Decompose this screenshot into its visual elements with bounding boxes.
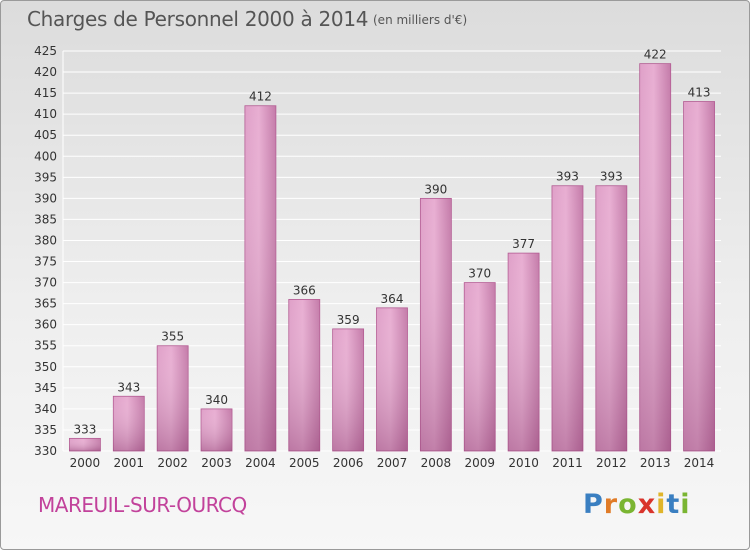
value-label-2001: 343	[117, 380, 140, 394]
bar-shade-2012	[595, 185, 627, 451]
x-tick-label-2011: 2011	[552, 456, 583, 470]
x-tick-label-2006: 2006	[333, 456, 364, 470]
value-label-2010: 377	[512, 237, 535, 251]
logo-letter: x	[637, 489, 657, 520]
value-label-2012: 393	[600, 170, 623, 184]
value-label-2007: 364	[381, 292, 404, 306]
bar-shade-2006	[332, 328, 364, 451]
logo-letter: i	[680, 489, 691, 520]
y-tick-label: 365	[34, 297, 57, 311]
y-tick-label: 340	[34, 402, 57, 416]
bar-shade-2002	[157, 345, 189, 451]
logo-letter: i	[656, 489, 667, 520]
bar-shade-2004	[244, 105, 276, 451]
x-tick-label-2003: 2003	[201, 456, 232, 470]
x-tick-label-2000: 2000	[70, 456, 101, 470]
value-label-2014: 413	[688, 86, 711, 100]
logo-letter: r	[603, 489, 619, 520]
y-tick-label: 420	[34, 65, 57, 79]
value-label-2013: 422	[644, 48, 667, 62]
x-tick-label-2010: 2010	[508, 456, 539, 470]
y-tick-label: 400	[34, 149, 57, 163]
chart-subtitle: (en milliers d'€)	[373, 13, 468, 27]
y-tick-label: 390	[34, 191, 57, 205]
y-tick-label: 335	[34, 423, 57, 437]
bar-shade-2013	[639, 63, 671, 451]
x-tick-label-2004: 2004	[245, 456, 276, 470]
bar-shade-2007	[376, 307, 408, 451]
y-tick-label: 425	[34, 44, 57, 58]
x-tick-label-2001: 2001	[114, 456, 145, 470]
x-tick-label-2007: 2007	[377, 456, 408, 470]
y-tick-label: 410	[34, 107, 57, 121]
x-tick-label-2014: 2014	[684, 456, 715, 470]
y-tick-label: 370	[34, 276, 57, 290]
x-tick-label-2002: 2002	[157, 456, 188, 470]
value-label-2002: 355	[161, 330, 184, 344]
y-tick-label: 405	[34, 128, 57, 142]
value-label-2009: 370	[468, 267, 491, 281]
chart-title: Charges de Personnel 2000 à 2014	[27, 7, 369, 31]
y-tick-label: 385	[34, 212, 57, 226]
value-label-2005: 366	[293, 283, 316, 297]
bar-shade-2010	[508, 253, 540, 451]
proxiti-logo[interactable]: Proxiti	[583, 489, 691, 520]
y-tick-label: 380	[34, 233, 57, 247]
value-label-2004: 412	[249, 90, 272, 104]
x-tick-label-2008: 2008	[421, 456, 452, 470]
bar-shade-2011	[551, 185, 583, 451]
x-tick-label-2012: 2012	[596, 456, 627, 470]
bar-shade-2008	[420, 198, 452, 451]
value-label-2011: 393	[556, 170, 579, 184]
value-label-2006: 359	[337, 313, 360, 327]
y-tick-label: 355	[34, 339, 57, 353]
bar-shade-2003	[201, 408, 233, 451]
logo-letter: t	[666, 489, 681, 520]
value-label-2000: 333	[73, 422, 96, 436]
y-tick-label: 350	[34, 360, 57, 374]
y-tick-label: 330	[34, 444, 57, 458]
x-tick-label-2009: 2009	[464, 456, 495, 470]
logo-letter: P	[583, 489, 604, 520]
bar-shade-2005	[288, 299, 320, 451]
value-label-2003: 340	[205, 393, 228, 407]
y-tick-label: 360	[34, 318, 57, 332]
x-tick-label-2005: 2005	[289, 456, 320, 470]
y-tick-label: 415	[34, 86, 57, 100]
y-tick-label: 375	[34, 255, 57, 269]
bar-shade-2000	[69, 438, 101, 451]
value-label-2008: 390	[424, 182, 447, 196]
x-tick-label-2013: 2013	[640, 456, 671, 470]
logo-letter: o	[618, 489, 638, 520]
town-name: MAREUIL-SUR-OURCQ	[38, 493, 247, 517]
bar-shade-2009	[464, 282, 496, 451]
y-tick-label: 345	[34, 381, 57, 395]
bar-shade-2001	[113, 396, 145, 451]
bar-shade-2014	[683, 101, 715, 452]
y-tick-label: 395	[34, 170, 57, 184]
